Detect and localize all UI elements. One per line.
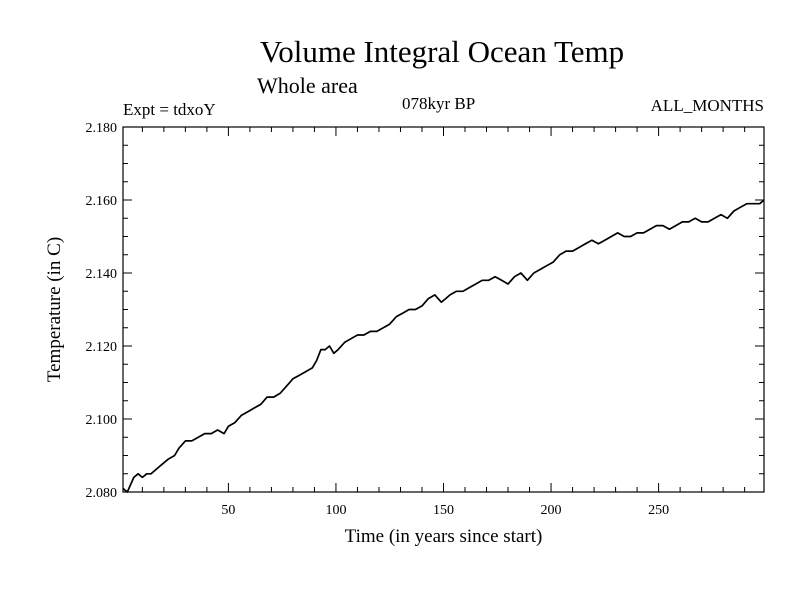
y-axis-label: Temperature (in C) xyxy=(44,237,65,382)
y-tick-label: 2.080 xyxy=(86,486,118,501)
x-tick-label: 250 xyxy=(648,503,669,518)
y-tick-label: 2.100 xyxy=(86,413,118,428)
x-tick-label: 100 xyxy=(325,503,346,518)
y-tick-label: 2.120 xyxy=(86,340,118,355)
experiment-label: Expt = tdxoY xyxy=(123,100,216,119)
x-axis-label: Time (in years since start) xyxy=(345,526,543,547)
series-line xyxy=(122,199,765,493)
chart-subtitle: Whole area xyxy=(257,73,358,98)
tick-labels: 50 100 150 200 250 2.080 2.100 2.120 2.140 2.160 2… xyxy=(86,121,670,518)
x-tick-label: 200 xyxy=(541,503,562,518)
period-label: 078kyr BP xyxy=(402,94,476,113)
x-tick-label: 150 xyxy=(433,503,454,518)
plot-frame xyxy=(122,126,765,493)
y-tick-label: 2.140 xyxy=(86,267,118,282)
chart-title: Volume Integral Ocean Temp xyxy=(259,34,625,69)
axis-ticks xyxy=(123,126,764,493)
months-label: ALL_MONTHS xyxy=(650,96,764,115)
y-tick-label: 2.160 xyxy=(86,194,118,209)
y-tick-label: 2.180 xyxy=(86,121,118,136)
x-tick-label: 50 xyxy=(221,503,235,518)
